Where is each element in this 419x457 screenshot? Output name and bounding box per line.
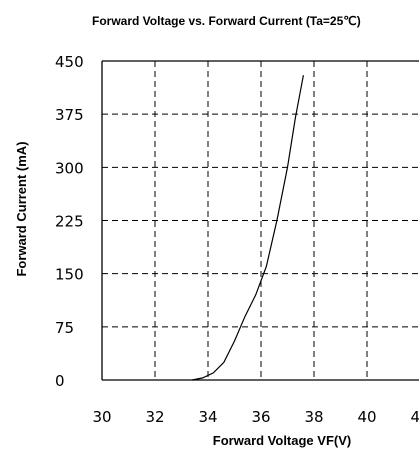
x-tick-label-30: 30 xyxy=(92,408,111,426)
y-tick-label-300: 300 xyxy=(55,159,84,177)
grid-lines xyxy=(102,61,419,380)
y-axis-label: Forward Current (mA) xyxy=(14,141,29,276)
axes xyxy=(101,60,419,381)
x-axis-label: Forward Voltage VF(V) xyxy=(213,433,351,448)
y-tick-label-450: 450 xyxy=(55,53,84,71)
y-tick-label-150: 150 xyxy=(55,266,84,284)
y-tick-label-375: 375 xyxy=(55,106,84,124)
y-tick-labels: 0 75 150 225 300 375 450 xyxy=(55,53,84,390)
y-tick-label-0: 0 xyxy=(55,372,65,390)
x-tick-label-32: 32 xyxy=(145,408,164,426)
x-tick-label-36: 36 xyxy=(251,408,270,426)
y-tick-label-75: 75 xyxy=(55,319,74,337)
series-line xyxy=(191,75,304,381)
x-tick-label-34: 34 xyxy=(198,408,217,426)
x-tick-label-42: 42 xyxy=(410,408,419,426)
x-tick-label-38: 38 xyxy=(304,408,323,426)
x-tick-label-40: 40 xyxy=(357,408,376,426)
y-tick-label-225: 225 xyxy=(55,213,84,231)
x-tick-labels: 30 32 34 36 38 40 42 xyxy=(92,408,419,426)
chart-title: Forward Voltage vs. Forward Current (Ta=… xyxy=(92,14,361,28)
